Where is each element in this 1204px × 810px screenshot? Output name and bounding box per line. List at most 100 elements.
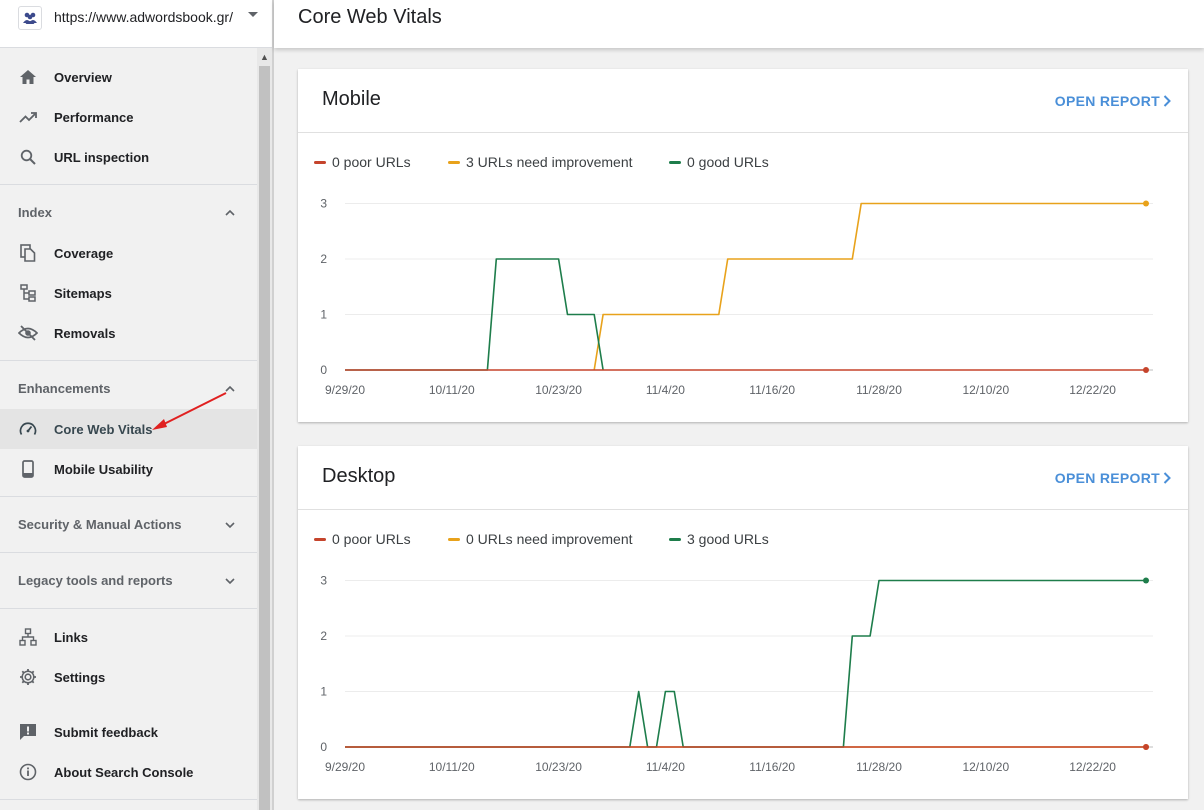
sidebar-divider	[0, 799, 257, 800]
legend-swatch	[314, 160, 326, 164]
sidebar-item-url-inspection[interactable]: URL inspection	[0, 137, 257, 177]
sidebar-item-core-web-vitals[interactable]: Core Web Vitals	[0, 409, 257, 449]
search-icon	[18, 147, 38, 167]
sidebar-item-submit-feedback[interactable]: Submit feedback	[0, 712, 257, 752]
legend-swatch	[448, 160, 460, 164]
series-endpoint	[1143, 577, 1149, 584]
x-tick-label: 12/22/20	[1069, 383, 1116, 397]
legend-improvement[interactable]: 3 URLs need improvement	[448, 154, 633, 170]
sidebar-item-performance[interactable]: Performance	[0, 97, 257, 137]
series-endpoint	[1143, 744, 1149, 750]
legend-swatch	[448, 537, 460, 541]
desktop-chart[interactable]: 0 1 2 3 9/29/20 10/11/20 10/23/20 11/4/20 11/16/…	[298, 556, 1188, 774]
sidebar-divider	[0, 496, 257, 497]
x-tick-label: 12/22/20	[1069, 760, 1116, 774]
property-dropdown-icon[interactable]	[248, 12, 258, 17]
sidebar-divider	[0, 360, 257, 361]
sidebar-item-label: Core Web Vitals	[54, 421, 153, 437]
desktop-chart-svg: 0 1 2 3 9/29/20 10/11/20 10/23/20 11/4/20 11/16/…	[320, 574, 1153, 774]
property-icon	[18, 6, 42, 30]
open-report-button[interactable]: OPEN REPORT	[1054, 470, 1160, 486]
legend-label: 3 good URLs	[687, 531, 769, 547]
y-tick-label: 1	[320, 685, 327, 699]
legend-label: 3 URLs need improvement	[466, 154, 633, 170]
sidebar-item-label: URL inspection	[54, 149, 150, 165]
feedback-icon	[18, 722, 38, 742]
chevron-right-icon[interactable]	[1162, 471, 1172, 485]
sidebar-section-enhancements[interactable]: Enhancements	[0, 369, 257, 409]
legend-poor[interactable]: 0 poor URLs	[314, 154, 411, 170]
chevron-up-icon	[225, 209, 235, 216]
card-title: Desktop	[322, 465, 396, 487]
series-endpoint	[1143, 200, 1149, 207]
sidebar-item-settings[interactable]: Settings	[0, 657, 257, 697]
section-label: Legacy tools and reports	[18, 573, 173, 588]
desktop-card: Desktop OPEN REPORT 0 poor URLs 0 URLs n…	[298, 446, 1188, 799]
x-tick-label: 11/16/20	[749, 760, 795, 774]
sidebar-item-coverage[interactable]: Coverage	[0, 233, 257, 273]
sidebar-item-label: Coverage	[54, 245, 114, 261]
trending-up-icon	[18, 107, 38, 127]
sidebar-item-mobile-usability[interactable]: Mobile Usability	[0, 449, 257, 489]
sidebar-section-legacy[interactable]: Legacy tools and reports	[0, 561, 257, 601]
eye-off-icon	[18, 323, 38, 343]
page-header: Core Web Vitals	[274, 0, 1204, 48]
sidebar-item-sitemaps[interactable]: Sitemaps	[0, 273, 257, 313]
x-tick-label: 12/10/20	[962, 760, 1009, 774]
scrollbar-thumb[interactable]	[259, 66, 270, 810]
legend-label: 0 good URLs	[687, 154, 769, 170]
y-tick-label: 2	[320, 629, 327, 643]
mobile-chart-svg: 0 1 2 3 9/29/20 10/11/20 10/23/20 11/4/20 11/16/…	[320, 197, 1153, 397]
y-tick-label: 3	[320, 197, 327, 211]
legend-label: 0 poor URLs	[332, 154, 411, 170]
section-label: Enhancements	[18, 381, 111, 396]
sidebar-item-label: Sitemaps	[54, 285, 112, 301]
x-tick-label: 11/28/20	[856, 383, 902, 397]
legend-poor[interactable]: 0 poor URLs	[314, 531, 411, 547]
x-tick-label: 11/28/20	[856, 760, 902, 774]
sidebar-item-label: Mobile Usability	[54, 461, 153, 477]
y-tick-label: 2	[320, 252, 327, 266]
legend-good[interactable]: 0 good URLs	[669, 154, 769, 170]
series-line	[345, 579, 1146, 748]
open-report-button[interactable]: OPEN REPORT	[1054, 93, 1160, 109]
legend-label: 0 URLs need improvement	[466, 531, 633, 547]
legend-good[interactable]: 3 good URLs	[669, 531, 769, 547]
x-tick-label: 9/29/20	[325, 760, 365, 774]
sidebar-item-removals[interactable]: Removals	[0, 313, 257, 353]
y-tick-label: 0	[320, 740, 327, 754]
sidebar-section-index[interactable]: Index	[0, 193, 257, 233]
sidebar-scrollbar[interactable]: ▲	[257, 48, 272, 810]
file-copy-icon	[18, 243, 38, 263]
mobile-chart[interactable]: 0 1 2 3 9/29/20 10/11/20 10/23/20 11/4/20 11/16/…	[298, 179, 1188, 397]
info-icon	[18, 762, 38, 782]
legend-improvement[interactable]: 0 URLs need improvement	[448, 531, 633, 547]
y-tick-label: 0	[320, 363, 327, 377]
sidebar-section-security[interactable]: Security & Manual Actions	[0, 505, 257, 545]
legend-swatch	[669, 160, 681, 164]
section-label: Security & Manual Actions	[18, 517, 182, 532]
chevron-down-icon	[225, 522, 235, 529]
card-divider	[298, 132, 1188, 133]
sidebar-item-label: Overview	[54, 69, 112, 85]
legend-swatch	[314, 537, 326, 541]
sidebar-divider	[0, 608, 257, 609]
x-tick-label: 11/4/20	[646, 760, 685, 774]
gear-icon	[18, 667, 38, 687]
scroll-up-icon[interactable]: ▲	[260, 52, 269, 62]
x-tick-label: 11/4/20	[646, 383, 685, 397]
sidebar-item-links[interactable]: Links	[0, 617, 257, 657]
legend-swatch	[669, 537, 681, 541]
chevron-right-icon[interactable]	[1162, 94, 1172, 108]
x-tick-label: 10/23/20	[535, 383, 582, 397]
sidebar-item-label: Submit feedback	[54, 724, 159, 740]
property-selector[interactable]: https://www.adwordsbook.gr/	[0, 0, 272, 48]
x-tick-label: 10/11/20	[429, 760, 475, 774]
x-tick-label: 10/23/20	[535, 760, 582, 774]
sidebar-item-overview[interactable]: Overview	[0, 57, 257, 97]
sidebar-item-about[interactable]: About Search Console	[0, 752, 257, 792]
sidebar-divider	[0, 552, 257, 553]
x-tick-label: 10/11/20	[429, 383, 475, 397]
series-line	[593, 202, 1146, 371]
sidebar-item-label: Removals	[54, 325, 116, 341]
